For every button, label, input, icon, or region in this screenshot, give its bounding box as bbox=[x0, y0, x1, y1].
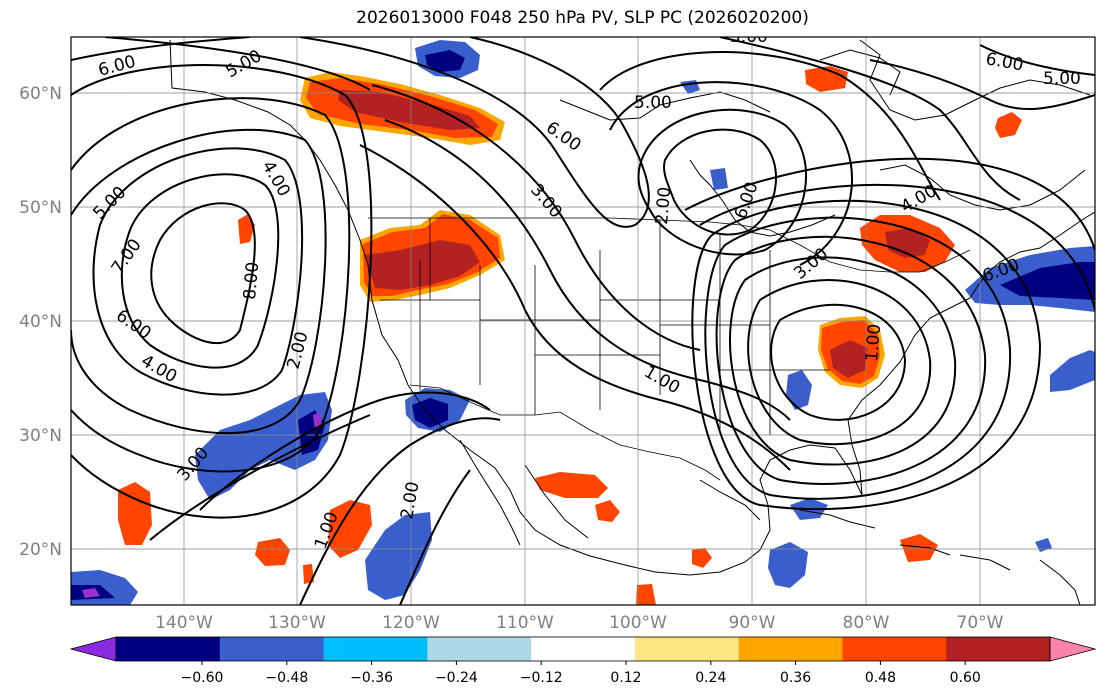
pv-positive-blob bbox=[328, 500, 372, 558]
pv-negative-blob bbox=[786, 370, 812, 410]
lon-label: 70°W bbox=[957, 613, 1004, 633]
colorbar-tick-label: −0.12 bbox=[520, 670, 563, 686]
borders bbox=[368, 217, 971, 481]
map-title: 2026013000 F048 250 hPa PV, SLP PC (2026… bbox=[356, 8, 809, 28]
pv-negative-blob bbox=[412, 398, 448, 428]
colorbar-segment bbox=[323, 637, 428, 661]
lon-label: 120°W bbox=[382, 613, 440, 633]
colorbar-tick-label: −0.48 bbox=[265, 670, 308, 686]
pv-negative-blob bbox=[1000, 262, 1095, 300]
pv-positive-blob bbox=[885, 228, 930, 258]
lon-label: 100°W bbox=[609, 613, 667, 633]
colorbar-tick-label: 0.12 bbox=[610, 670, 641, 686]
colorbar: −0.60 −0.48 −0.36 −0.24 −0.12 0.12 0.24 0.36 0.4… bbox=[69, 636, 1097, 686]
colorbar-extend-low bbox=[69, 636, 117, 662]
slp-contours bbox=[71, 37, 1095, 605]
latitude-labels: 60°N 50°N 40°N 30°N 20°N bbox=[19, 84, 62, 560]
longitude-labels: 140°W 130°W 120°W 110°W 100°W 90°W 80°W … bbox=[155, 613, 1004, 633]
lat-label: 20°N bbox=[19, 540, 62, 560]
colorbar-tick-label: 0.48 bbox=[865, 670, 896, 686]
colorbar-tick-label: 0.24 bbox=[695, 670, 726, 686]
pv-negative-blob bbox=[1050, 350, 1095, 392]
colorbar-segment bbox=[116, 637, 221, 661]
pv-positive-blob bbox=[636, 584, 656, 605]
colorbar-segment bbox=[842, 637, 947, 661]
pv-negative-blob bbox=[195, 392, 332, 500]
coastlines bbox=[169, 39, 1095, 605]
pv-positive-blob bbox=[535, 472, 608, 498]
contour-label: 2.00 bbox=[652, 186, 675, 225]
pv-positive-blob bbox=[692, 548, 712, 568]
contour-label: 5.00 bbox=[634, 93, 672, 113]
pv-anomalies bbox=[71, 40, 1095, 605]
pv-positive-blob bbox=[900, 534, 938, 562]
lon-label: 110°W bbox=[496, 613, 554, 633]
colorbar-segment bbox=[531, 637, 636, 661]
lat-label: 60°N bbox=[19, 84, 62, 104]
pv-positive-blob bbox=[338, 90, 480, 130]
pv-negative-blob bbox=[1035, 538, 1052, 552]
pv-positive-blob bbox=[595, 500, 620, 522]
pv-positive-blob bbox=[995, 112, 1022, 138]
colorbar-segment bbox=[427, 637, 532, 661]
pv-positive-blob bbox=[365, 240, 480, 290]
colorbar-segment bbox=[219, 637, 325, 661]
pv-positive-blob bbox=[830, 340, 868, 378]
contour-label: 8.00 bbox=[240, 261, 263, 300]
lat-label: 50°N bbox=[19, 198, 62, 218]
lat-label: 30°N bbox=[19, 426, 62, 446]
colorbar-tick-label: −0.24 bbox=[435, 670, 478, 686]
contour-label: 5.00 bbox=[730, 27, 768, 47]
colorbar-outline bbox=[115, 636, 1051, 662]
map-frame bbox=[70, 36, 1096, 606]
pv-positive-blob bbox=[805, 66, 848, 92]
colorbar-tick-label: 0.60 bbox=[950, 670, 981, 686]
colorbar-segment bbox=[634, 637, 740, 661]
lon-label: 130°W bbox=[268, 613, 326, 633]
lon-label: 80°W bbox=[843, 613, 890, 633]
contour-label: 5.00 bbox=[1043, 69, 1081, 89]
pv-negative-blob bbox=[365, 512, 432, 600]
lon-label: 140°W bbox=[155, 613, 213, 633]
pv-negative-blob bbox=[425, 50, 465, 72]
colorbar-tick-label: −0.36 bbox=[350, 670, 393, 686]
pv-positive-blob bbox=[118, 482, 152, 545]
lon-label: 90°W bbox=[729, 613, 776, 633]
pv-negative-blob bbox=[710, 168, 728, 190]
lat-label: 40°N bbox=[19, 312, 62, 332]
colorbar-tick-label: −0.60 bbox=[181, 670, 224, 686]
pv-negative-blob bbox=[768, 542, 808, 588]
contour-label: 1.00 bbox=[862, 323, 885, 362]
pv-negative-blob bbox=[82, 588, 100, 598]
colorbar-extend-high bbox=[1049, 636, 1097, 662]
colorbar-segment bbox=[738, 637, 843, 661]
pv-positive-blob bbox=[255, 538, 290, 566]
colorbar-tick-label: 0.36 bbox=[780, 670, 811, 686]
colorbar-segment bbox=[946, 637, 1051, 661]
